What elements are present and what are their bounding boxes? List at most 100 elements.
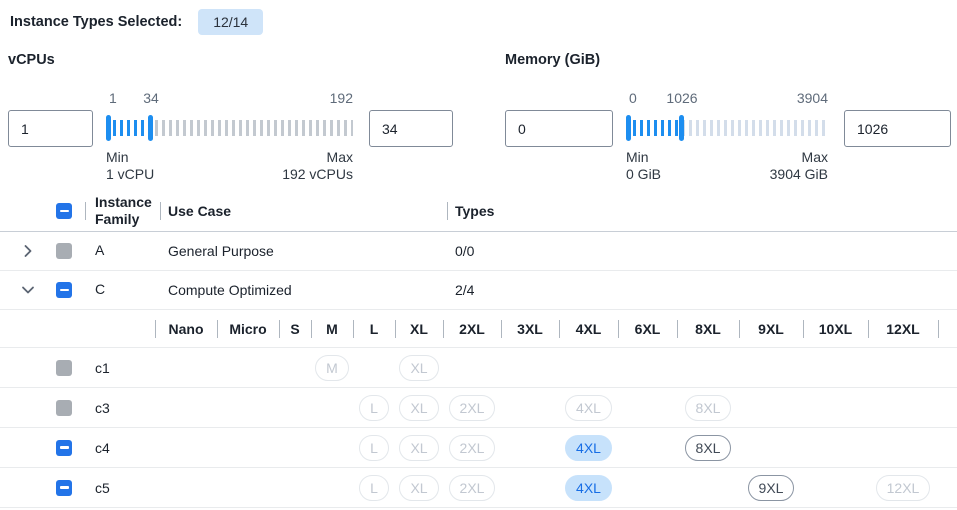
c3-pill-8xl: 8XL: [684, 394, 732, 421]
memory-min-detail: 0 GiB: [626, 166, 662, 182]
size-column-6xl: 6XL: [618, 310, 677, 347]
selection-summary: Instance Types Selected: 12/14: [0, 0, 957, 36]
c3-checkbox-disabled: [56, 399, 72, 416]
c5-pill-2xl: 2XL: [448, 474, 496, 501]
memory-title: Memory (GiB): [505, 52, 601, 68]
memory-scale-labels: 0 1026 3904: [626, 90, 828, 108]
memory-slider-ticks-active: [626, 120, 682, 136]
row-c-expander[interactable]: [0, 271, 50, 309]
vcpus-slider-ticks-active: [106, 120, 151, 136]
instance-row-c3: c3 L XL 2XL 4XL 8XL: [0, 388, 957, 428]
chevron-down-icon[interactable]: [20, 282, 36, 298]
vcpus-max-caption: Max: [326, 149, 353, 165]
vcpus-scale-current: 34: [143, 90, 159, 106]
vcpus-to-input[interactable]: [369, 110, 453, 147]
c4-checkbox-indeterminate[interactable]: [56, 439, 72, 456]
c3-name: c3: [95, 399, 110, 416]
select-all-checkbox-indeterminate[interactable]: [56, 203, 72, 219]
size-column-s: S: [279, 310, 311, 347]
instance-row-c4: c4 L XL 2XL 4XL 8XL: [0, 428, 957, 468]
memory-from-input[interactable]: [505, 110, 613, 147]
family-row-c: C Compute Optimized 2/4: [0, 271, 957, 310]
c4-name: c4: [95, 439, 110, 456]
c4-pill-2xl: 2XL: [448, 434, 496, 461]
vcpus-slider-handle-min[interactable]: [106, 115, 111, 141]
instance-row-c1: c1 M XL: [0, 348, 957, 388]
vcpus-slider-track[interactable]: [106, 110, 353, 146]
memory-scale-current: 1026: [666, 90, 698, 106]
filters: vCPUs 1 34 192 Min 1 vCPU: [0, 52, 957, 183]
c1-checkbox-disabled: [56, 359, 72, 376]
row-c-types-count: 2/4: [455, 282, 475, 298]
vcpus-from-input[interactable]: [8, 110, 93, 147]
vcpus-slider-handle-max[interactable]: [148, 115, 153, 141]
size-column-m: M: [311, 310, 353, 347]
c3-pill-xl: XL: [399, 394, 439, 421]
column-header-types: Types: [447, 191, 957, 231]
c4-pill-xl: XL: [399, 434, 439, 461]
instance-row-c5: c5 L XL 2XL 4XL 9XL 12XL: [0, 468, 957, 508]
c3-pill-2xl: 2XL: [448, 394, 496, 421]
c5-pill-9xl[interactable]: 9XL: [747, 474, 795, 501]
memory-max-caption: Max: [801, 149, 828, 165]
c4-pill-4xl-selected[interactable]: 4XL: [565, 434, 612, 461]
size-column-micro: Micro: [217, 310, 279, 347]
size-column-8xl: 8XL: [677, 310, 739, 347]
memory-slider-handle-max[interactable]: [679, 115, 684, 141]
c3-pill-4xl: 4XL: [565, 394, 612, 421]
c5-checkbox-indeterminate[interactable]: [56, 479, 72, 496]
size-column-9xl: 9XL: [739, 310, 803, 347]
instance-family-table: Instance Family Use Case Types A General…: [0, 191, 957, 508]
c5-name: c5: [95, 479, 110, 496]
c3-pill-l: L: [359, 394, 389, 421]
table-header-row: Instance Family Use Case Types: [0, 191, 957, 232]
family-row-a: A General Purpose 0/0: [0, 232, 957, 271]
c5-pill-l: L: [359, 474, 389, 501]
size-column-12xl: 12XL: [868, 310, 938, 347]
c1-pill-m: M: [315, 354, 349, 381]
memory-scale-start: 0: [629, 90, 637, 106]
c4-pill-l: L: [359, 434, 389, 461]
vcpus-scale-labels: 1 34 192: [106, 90, 353, 108]
column-header-use-case: Use Case: [160, 191, 447, 231]
vcpus-filter: vCPUs 1 34 192 Min 1 vCPU: [8, 52, 453, 183]
size-column-4xl: 4XL: [559, 310, 618, 347]
header-expander-cell: [0, 191, 50, 231]
c5-pill-xl: XL: [399, 474, 439, 501]
vcpus-range-slider[interactable]: 1 34 192 Min 1 vCPU Max: [106, 90, 353, 183]
memory-min-caption: Min: [626, 149, 649, 165]
size-column-l: L: [353, 310, 395, 347]
vcpus-scale-end: 192: [329, 90, 353, 106]
c5-pill-4xl-selected[interactable]: 4XL: [565, 474, 612, 501]
row-a-expander[interactable]: [0, 232, 50, 270]
vcpus-title: vCPUs: [8, 52, 55, 68]
header-checkbox-cell: [50, 191, 85, 231]
selection-count-badge: 12/14: [198, 9, 264, 35]
size-header-trailing-separator: [938, 310, 957, 347]
memory-captions: Min 0 GiB Max 3904 GiB: [626, 149, 828, 183]
size-column-2xl: 2XL: [443, 310, 501, 347]
memory-slider-track[interactable]: [626, 110, 828, 146]
selection-summary-label: Instance Types Selected:: [10, 14, 183, 30]
row-a-types-count: 0/0: [455, 243, 475, 259]
size-column-10xl: 10XL: [803, 310, 868, 347]
row-c-family: C: [95, 281, 106, 298]
size-header-row: Nano Micro S M L XL 2XL 3XL 4XL 6XL 8XL …: [0, 310, 957, 348]
size-column-3xl: 3XL: [501, 310, 559, 347]
c1-pill-xl: XL: [399, 354, 439, 381]
row-c-use-case: Compute Optimized: [168, 282, 292, 298]
c1-name: c1: [95, 359, 110, 376]
memory-slider-handle-min[interactable]: [626, 115, 631, 141]
vcpus-min-caption: Min: [106, 149, 129, 165]
memory-range-slider[interactable]: 0 1026 3904 Min 0 GiB Max: [626, 90, 828, 183]
row-c-checkbox-indeterminate[interactable]: [56, 282, 72, 298]
c4-pill-8xl[interactable]: 8XL: [684, 434, 732, 461]
vcpus-captions: Min 1 vCPU Max 192 vCPUs: [106, 149, 353, 183]
size-column-xl: XL: [395, 310, 443, 347]
memory-max-detail: 3904 GiB: [769, 166, 828, 182]
memory-filter: Memory (GiB) 0 1026 3904 Min: [505, 52, 951, 183]
row-a-family: A: [95, 242, 105, 259]
memory-to-input[interactable]: [844, 110, 951, 147]
vcpus-min-detail: 1 vCPU: [106, 166, 155, 182]
chevron-right-icon[interactable]: [20, 243, 36, 259]
